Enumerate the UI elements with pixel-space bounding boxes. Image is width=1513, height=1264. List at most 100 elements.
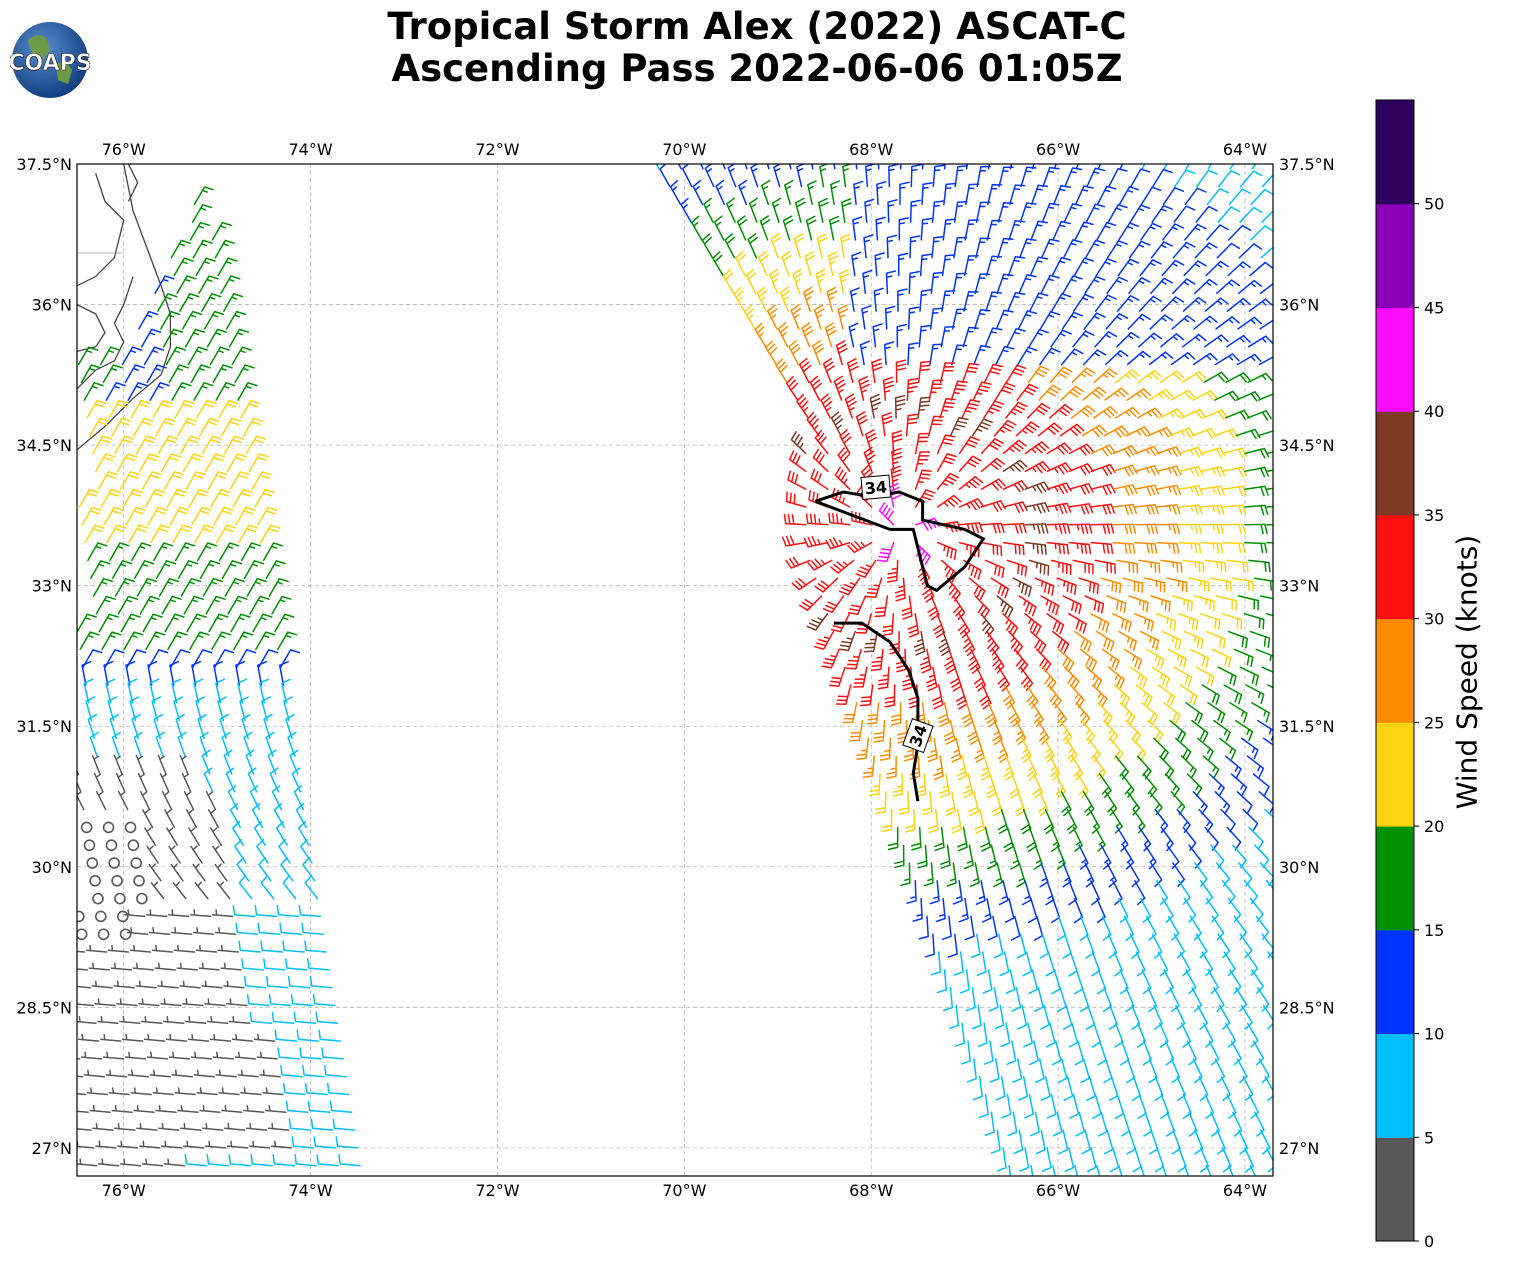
wind-barb <box>727 164 737 188</box>
wind-barb <box>1156 613 1177 631</box>
wind-barb <box>193 186 214 206</box>
wind-barb <box>1028 559 1050 576</box>
wind-barb <box>1224 409 1250 421</box>
wind-barb <box>144 827 157 846</box>
wind-barb <box>1049 755 1061 781</box>
wind-barb <box>1037 422 1063 437</box>
wind-barb <box>1236 353 1262 366</box>
wind-barb <box>1013 1129 1024 1155</box>
wind-barb <box>1053 702 1068 727</box>
wind-barb <box>978 1093 989 1119</box>
wind-barb <box>887 199 898 223</box>
wind-barb <box>1068 482 1094 495</box>
wind-barb <box>171 678 182 704</box>
wind-barb <box>1189 915 1202 941</box>
wind-barb <box>1009 773 1020 799</box>
wind-barb <box>819 164 829 188</box>
wind-barb <box>851 251 862 277</box>
wind-barb <box>195 944 218 953</box>
wind-barb <box>104 649 125 668</box>
wind-barb <box>221 1105 243 1114</box>
coastline-segment <box>127 164 139 202</box>
wind-barb <box>179 293 200 312</box>
calm-circle <box>111 875 123 887</box>
wind-barb <box>979 684 992 710</box>
wind-barb <box>1151 666 1170 688</box>
wind-barb <box>1084 595 1105 614</box>
wind-barb <box>1161 897 1174 923</box>
wind-barb <box>193 1069 215 1078</box>
wind-barb <box>1129 933 1140 959</box>
wind-barb <box>895 359 907 384</box>
wind-barb <box>91 980 113 989</box>
wind-barb <box>940 844 951 869</box>
wind-barb <box>1109 1147 1120 1173</box>
wind-barb <box>811 340 825 366</box>
wind-barb <box>252 613 273 633</box>
wind-barb <box>159 772 170 793</box>
wind-barb <box>277 1047 300 1060</box>
wind-barb <box>165 346 187 366</box>
wind-barb <box>974 595 990 619</box>
wind-barb <box>1112 484 1138 496</box>
wind-barb <box>124 364 145 384</box>
wind-barb <box>844 393 857 419</box>
wind-barb <box>892 773 904 797</box>
wind-barb <box>951 808 962 834</box>
wind-barb <box>1251 969 1264 994</box>
wind-barb <box>963 255 979 277</box>
wind-barb <box>1017 346 1038 366</box>
wind-barb <box>172 524 193 544</box>
wind-barb <box>234 1051 257 1060</box>
wind-barb <box>246 993 270 1007</box>
wind-barb <box>926 666 938 692</box>
lon-tick-label-bottom: 66°W <box>1036 1181 1080 1200</box>
wind-barb <box>888 164 899 188</box>
wind-barb <box>1229 969 1242 995</box>
lat-tick-label-left: 34.5°N <box>16 436 72 455</box>
wind-barb <box>77 998 94 1007</box>
wind-barb <box>121 1033 144 1042</box>
wind-barb <box>77 950 86 953</box>
wind-barb <box>805 513 829 526</box>
wind-barb <box>215 382 236 401</box>
wind-barb <box>1098 773 1112 798</box>
wind-barb <box>1215 316 1240 330</box>
wind-barb <box>184 328 206 348</box>
wind-barb <box>196 399 217 419</box>
wind-barb <box>1160 826 1174 852</box>
wind-barb <box>338 1154 361 1167</box>
wind-barb <box>865 164 876 188</box>
wind-barb <box>1108 1075 1119 1102</box>
wind-barb <box>1259 319 1273 330</box>
wind-barb <box>1024 1093 1035 1119</box>
wind-barb <box>1092 405 1118 419</box>
wind-barb <box>77 773 82 793</box>
wind-barb <box>1057 1058 1068 1084</box>
wind-barb <box>1090 523 1115 535</box>
wind-barb <box>1103 1058 1113 1084</box>
wind-barb <box>160 1140 183 1149</box>
wind-barb <box>1041 202 1060 223</box>
wind-barb <box>745 268 757 295</box>
wind-barb <box>1188 844 1202 869</box>
wind-barb <box>969 862 980 888</box>
wind-barb <box>987 844 997 870</box>
wind-barb <box>1261 173 1273 188</box>
wind-barb <box>890 702 902 726</box>
wind-barb <box>1264 1075 1273 1102</box>
wind-barb <box>703 197 714 223</box>
wind-barb <box>161 595 182 615</box>
wind-barb <box>920 217 933 241</box>
colorbar-bin <box>1376 618 1414 723</box>
colorbar-bin <box>1376 1033 1414 1138</box>
wind-barb <box>890 465 902 490</box>
wind-barb <box>1244 504 1269 516</box>
wind-barb <box>212 364 233 384</box>
wind-barb <box>909 235 921 259</box>
wind-barb <box>735 251 746 277</box>
wind-barb <box>163 471 184 490</box>
wind-barb <box>204 453 226 473</box>
wind-barb <box>1161 1164 1168 1176</box>
wind-barb <box>946 577 961 602</box>
